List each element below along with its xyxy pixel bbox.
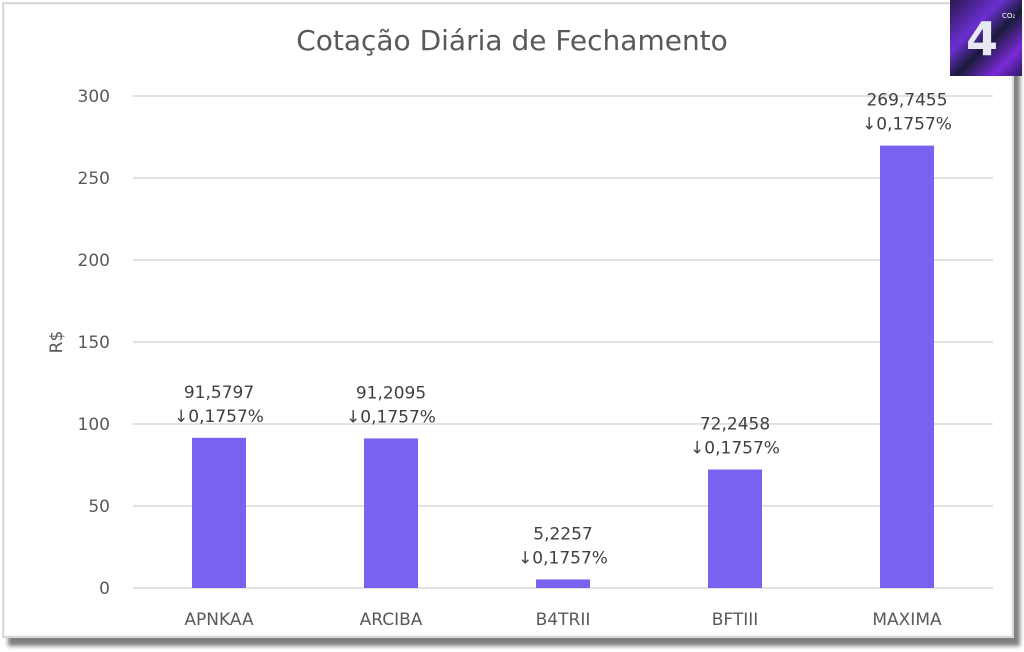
bar — [880, 145, 934, 589]
bar — [192, 437, 246, 588]
x-tick-label: ARCIBA — [360, 610, 423, 630]
x-tick-label: B4TRII — [536, 610, 591, 630]
bar — [364, 438, 418, 588]
y-tick-label: 0 — [99, 579, 110, 599]
logo-mark: 4 — [966, 12, 999, 66]
change-label: ↓0,1757% — [518, 548, 608, 568]
change-label: ↓0,1757% — [690, 439, 780, 459]
y-tick-label: 100 — [78, 415, 110, 435]
change-label: ↓0,1757% — [174, 407, 264, 427]
change-label: ↓0,1757% — [862, 115, 952, 135]
bar — [536, 579, 590, 588]
y-tick-label: 250 — [78, 169, 110, 189]
y-tick-label: 50 — [88, 497, 110, 517]
bar — [708, 469, 762, 588]
x-tick-label: BFTIII — [712, 610, 759, 630]
x-tick-label: APNKAA — [184, 610, 254, 630]
logo-superscript: CO₂ — [1002, 12, 1016, 20]
data-label: 91,5797 — [184, 383, 254, 403]
chart-frame — [2, 2, 1014, 638]
y-axis-label: R$ — [47, 331, 67, 354]
data-label: 91,2095 — [356, 383, 426, 403]
data-label: 269,7455 — [866, 91, 947, 111]
x-tick-label: MAXIMA — [872, 610, 942, 630]
logo: 4 CO₂ — [950, 0, 1022, 76]
chart-title: Cotação Diária de Fechamento — [296, 24, 728, 57]
data-label: 5,2257 — [533, 524, 592, 544]
data-label: 72,2458 — [700, 415, 770, 435]
change-label: ↓0,1757% — [346, 407, 436, 427]
y-tick-label: 200 — [78, 251, 110, 271]
y-tick-label: 300 — [78, 87, 110, 107]
y-tick-label: 150 — [78, 333, 110, 353]
